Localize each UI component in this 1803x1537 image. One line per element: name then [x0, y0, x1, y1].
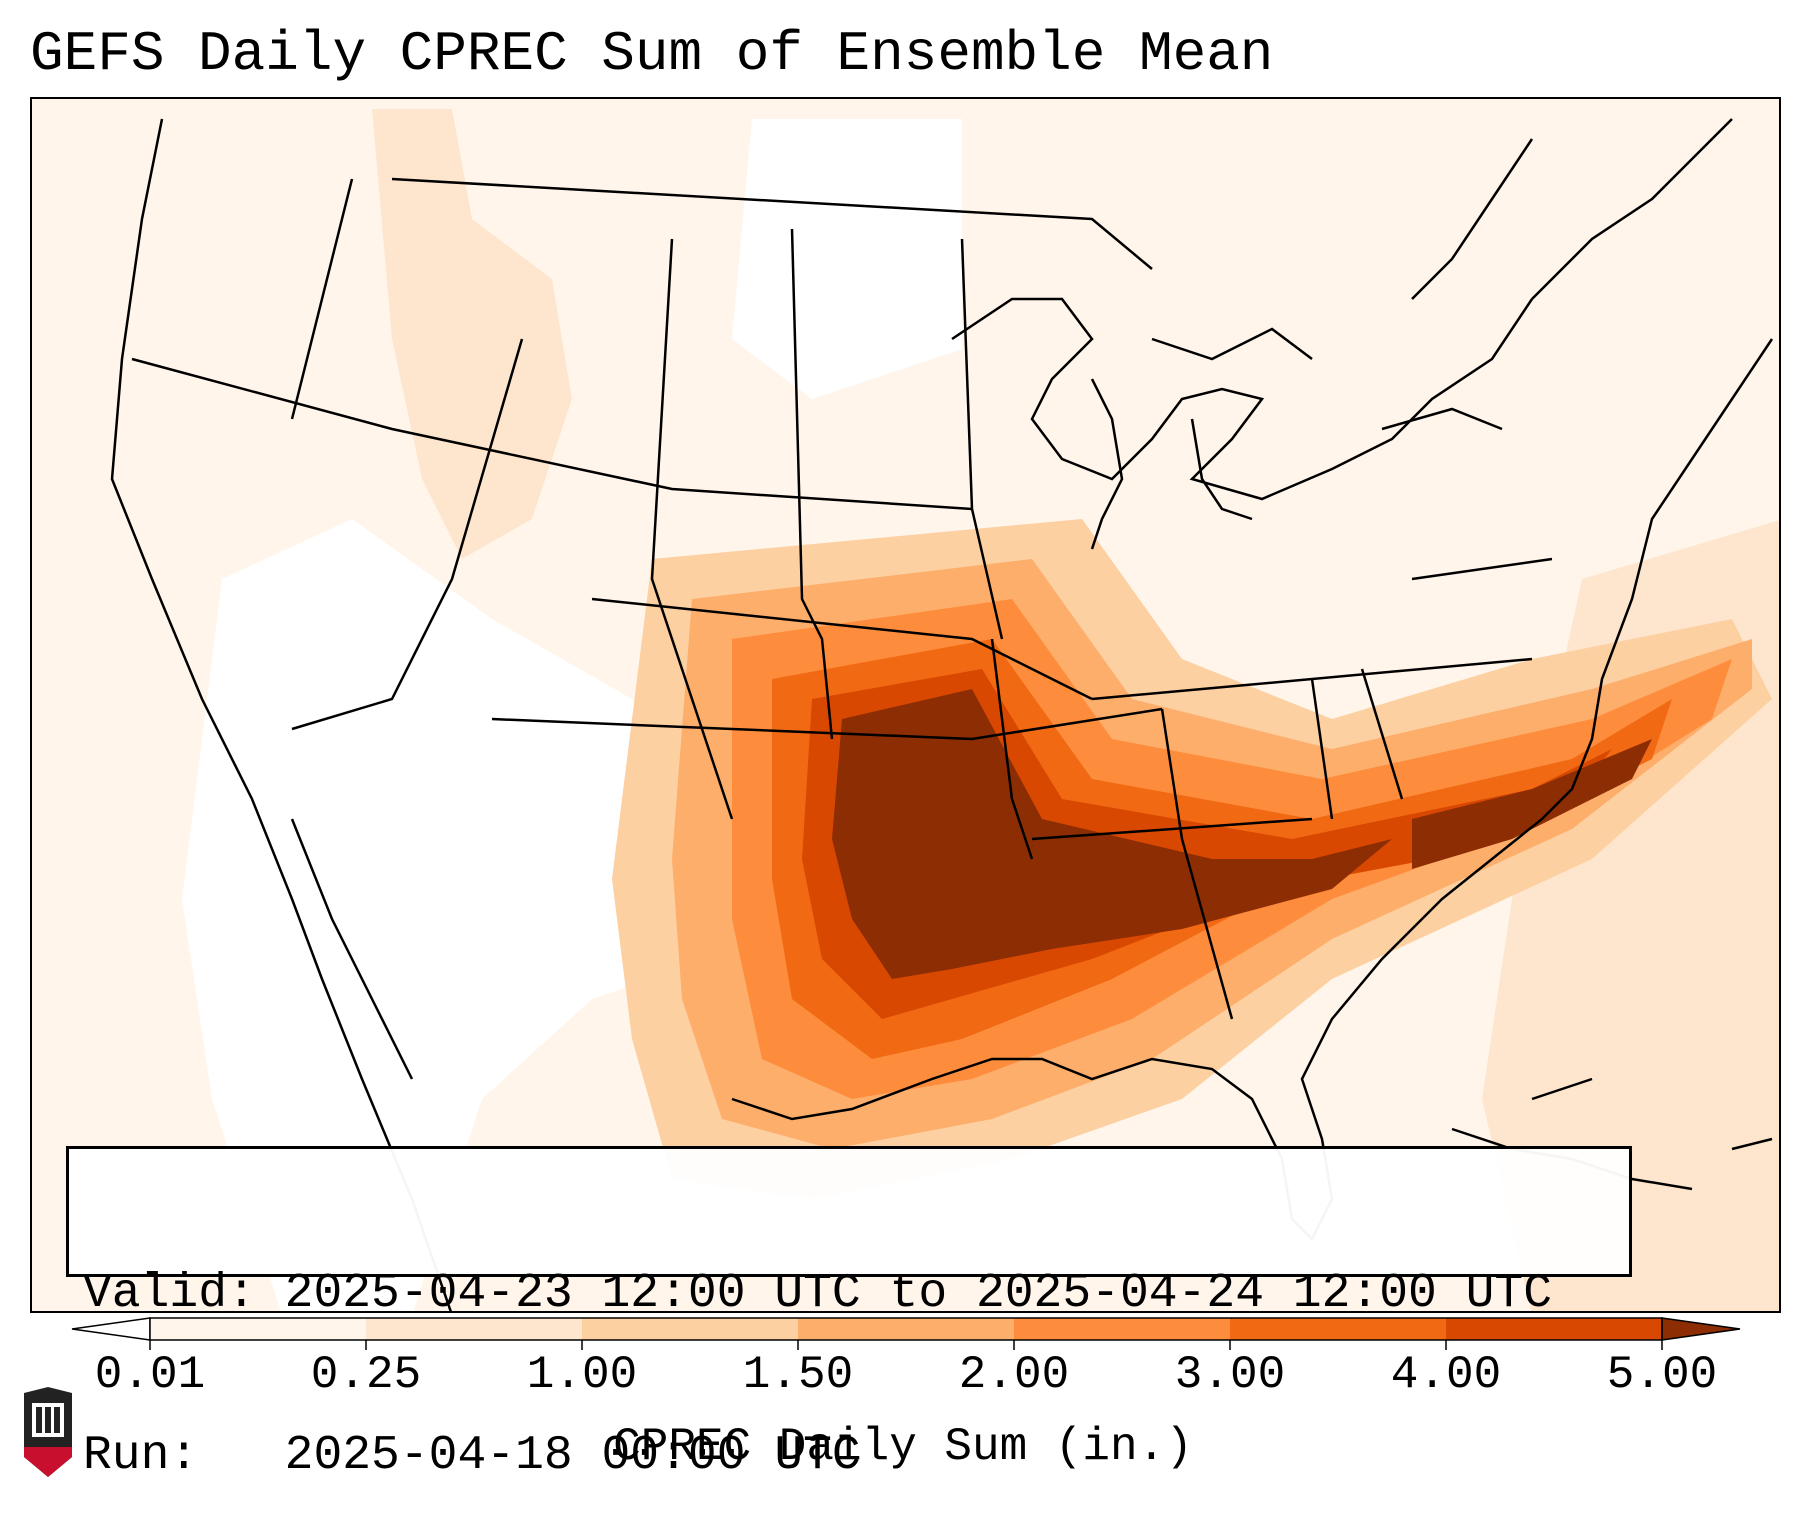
colorbar-segment [1230, 1318, 1447, 1340]
colorbar-segment [366, 1318, 583, 1340]
max-precip-core [832, 689, 1392, 979]
colorbar-outline [149, 1317, 1663, 1341]
light-band-rockies [372, 109, 572, 559]
colorbar-segment [1446, 1318, 1663, 1340]
dry-area-north-plains [732, 119, 962, 399]
map-title: GEFS Daily CPREC Sum of Ensemble Mean [30, 22, 1274, 86]
colorbar-segment [582, 1318, 799, 1340]
colorbar-segment [1014, 1318, 1231, 1340]
colorbar-tick-label: 2.00 [958, 1349, 1070, 1401]
colorbar-tick-label: 5.00 [1606, 1349, 1718, 1401]
max-precip-carolinas [1412, 739, 1652, 869]
state-borders [131, 177, 1553, 1020]
map-canvas [32, 99, 1779, 1311]
run-time-line: Run: 2025-04-18 00:00 UTC [83, 1429, 861, 1483]
colorbar-segment [798, 1318, 1015, 1340]
dry-area-southwest [182, 519, 732, 1311]
colorbar-tick-label: 1.50 [742, 1349, 854, 1401]
colorbar-tick-label: 1.00 [526, 1349, 638, 1401]
colorbar-tick-label: 3.00 [1174, 1349, 1286, 1401]
colorbar-tick-label: 4.00 [1390, 1349, 1502, 1401]
niu-logo [20, 1385, 76, 1481]
colorbar-title: CPREC Daily Sum (in.) [613, 1421, 1193, 1473]
colorbar-tick-label: 0.01 [94, 1349, 206, 1401]
colorbar [0, 1310, 1803, 1500]
valid-run-info-box: Valid: 2025-04-23 12:00 UTC to 2025-04-2… [66, 1146, 1632, 1483]
colorbar-tick-label: 0.25 [310, 1349, 422, 1401]
colorbar-segment [150, 1318, 367, 1340]
niu-logo-icon [24, 1387, 72, 1477]
valid-time-line: Valid: 2025-04-23 12:00 UTC to 2025-04-2… [83, 1267, 1553, 1321]
colorbar-extend-max [1661, 1317, 1741, 1341]
colorbar-bar [71, 1317, 1741, 1350]
precipitation-map [30, 97, 1781, 1313]
colorbar-extend-min [71, 1317, 151, 1341]
